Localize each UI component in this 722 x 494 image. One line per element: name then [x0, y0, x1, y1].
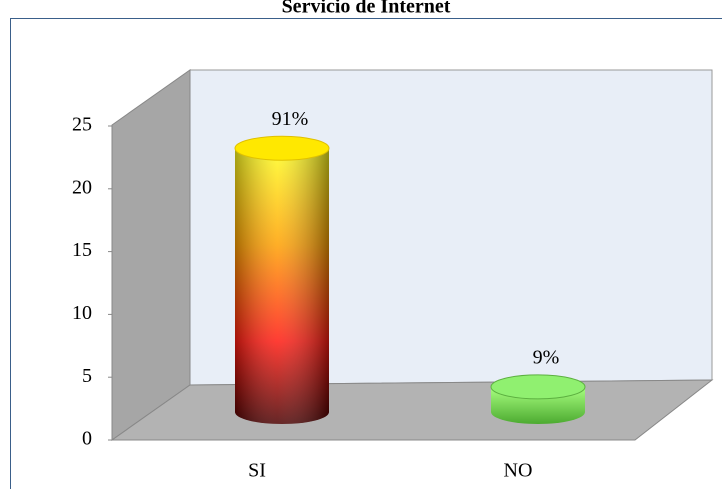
bar	[235, 136, 329, 424]
y-tick-label: 10	[72, 302, 92, 324]
bar-top	[491, 375, 585, 399]
data-label: 91%	[272, 108, 309, 130]
chart-title: Servicio de Internet	[282, 0, 451, 18]
y-tick-label: 0	[82, 428, 92, 450]
side-wall	[112, 70, 190, 440]
bar-shade	[235, 148, 329, 424]
bar	[491, 375, 585, 424]
y-tick-label: 5	[82, 365, 92, 387]
floor	[112, 380, 712, 440]
y-tick-label: 15	[72, 239, 92, 261]
y-tick-label: 20	[72, 176, 92, 198]
x-tick-label: SI	[248, 460, 266, 482]
bar-top	[235, 136, 329, 160]
data-label: 9%	[533, 346, 560, 368]
x-tick-label: NO	[504, 460, 533, 482]
y-tick-label: 25	[72, 114, 92, 136]
